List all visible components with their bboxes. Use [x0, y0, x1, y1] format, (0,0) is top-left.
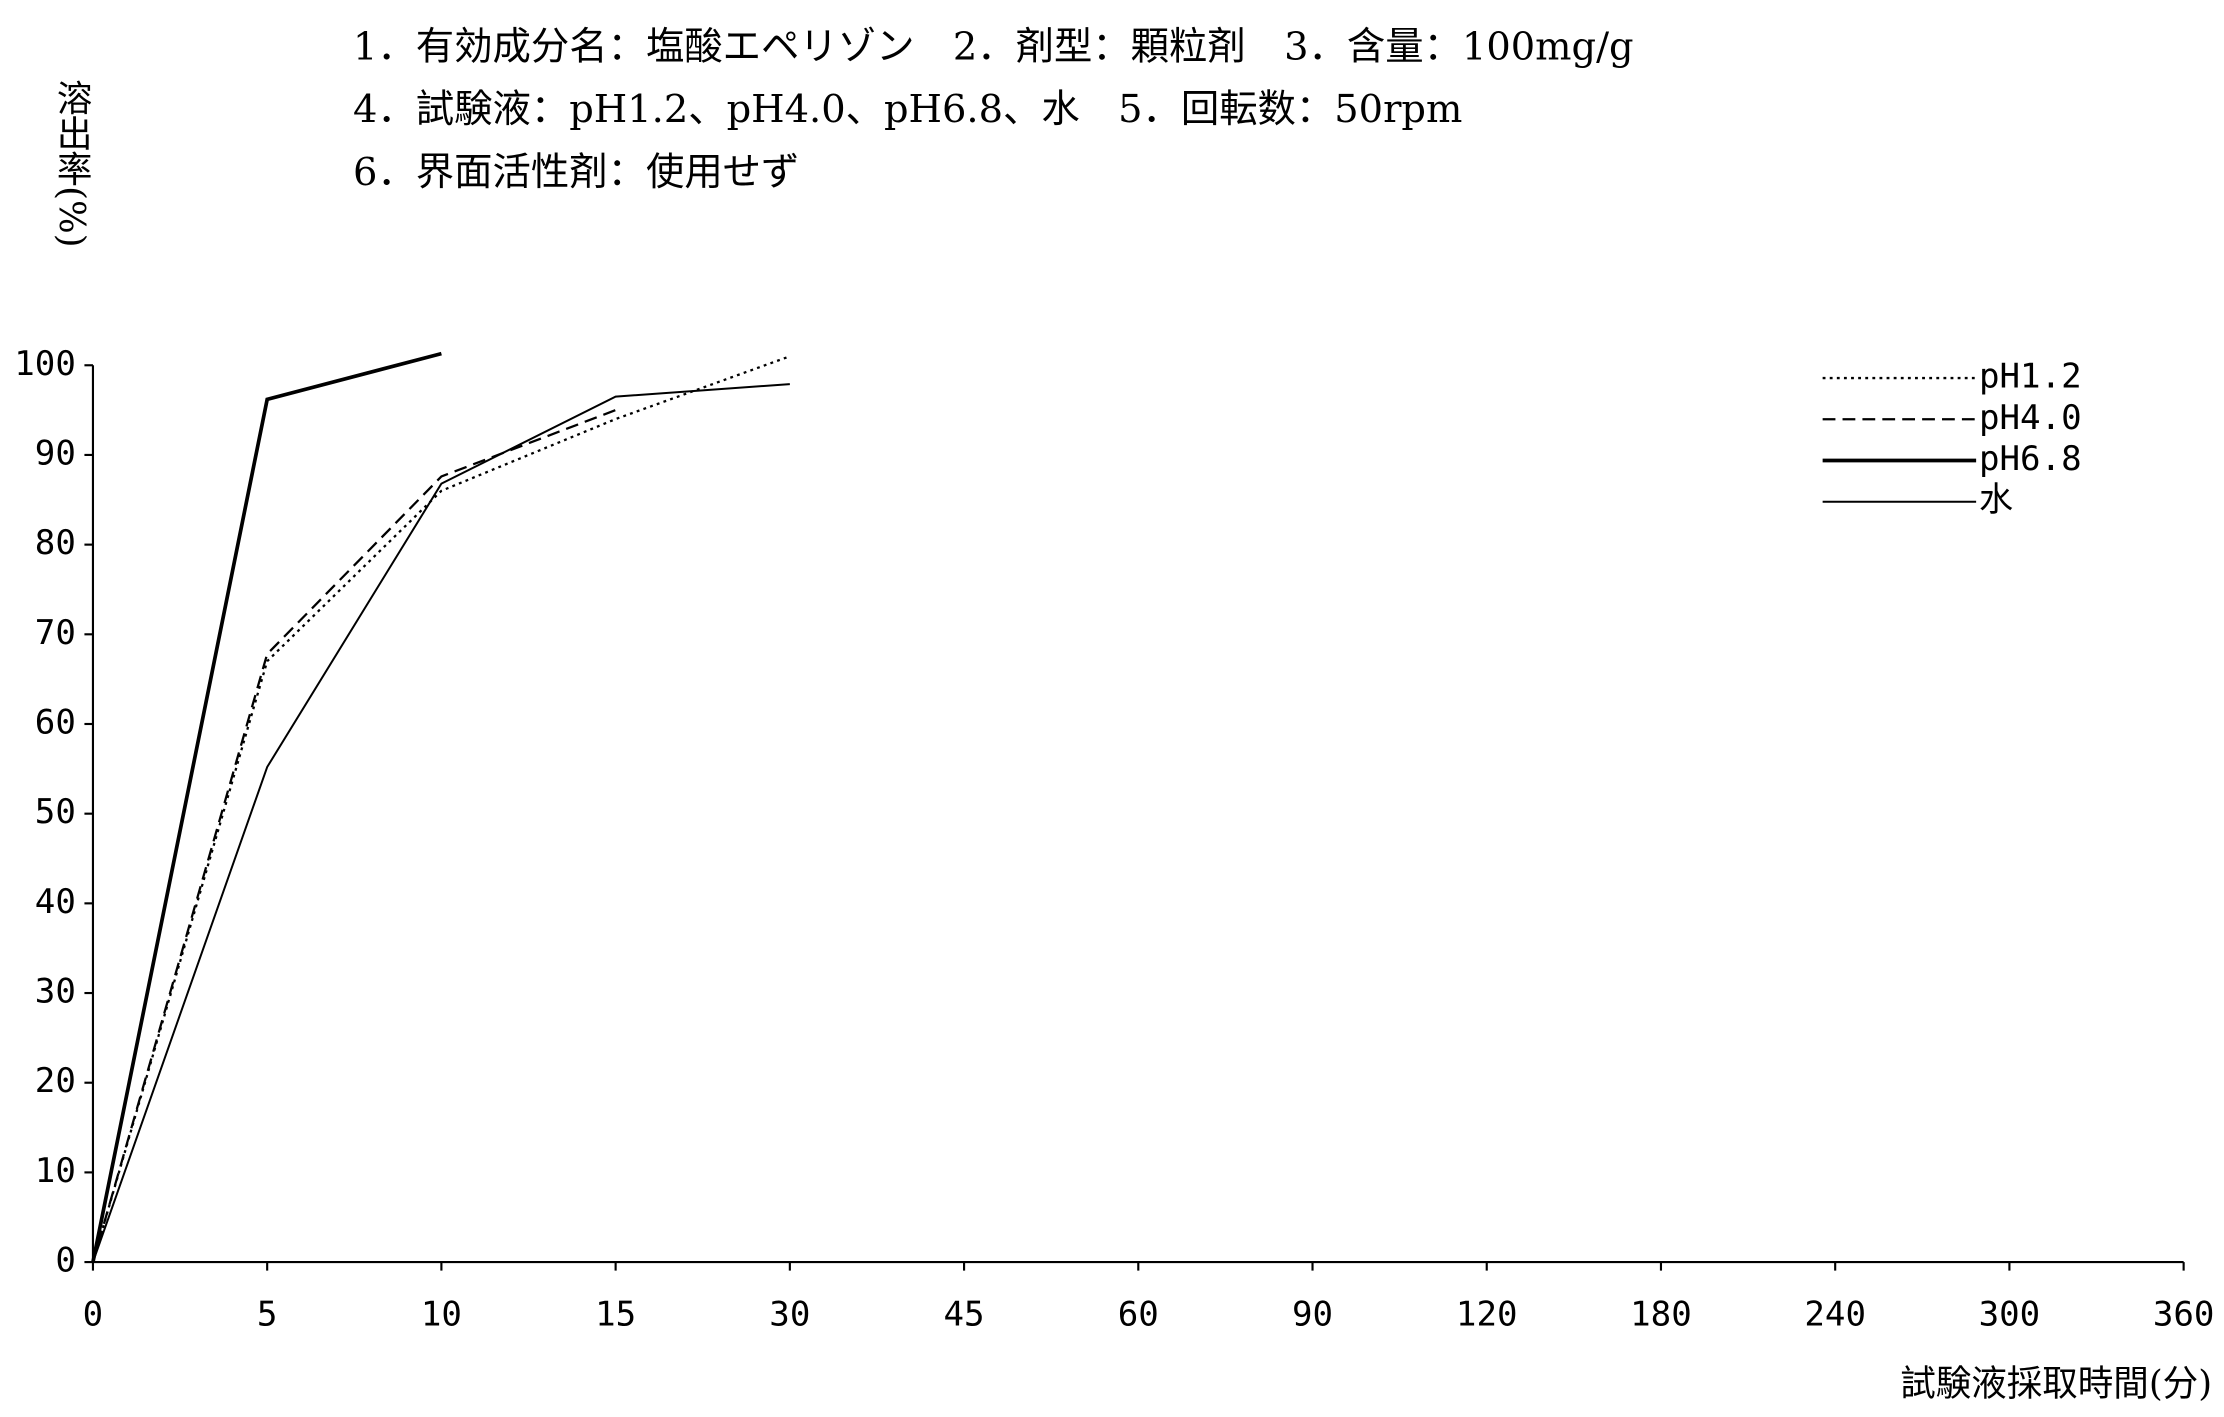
y-tick-label: 90 [35, 433, 76, 473]
y-tick-label: 60 [35, 702, 76, 742]
x-tick-label: 0 [83, 1295, 104, 1335]
y-tick-label: 70 [35, 613, 76, 653]
x-axis-label: 試験液採取時間(分) [1900, 1364, 2212, 1405]
x-tick-label: 30 [769, 1295, 810, 1335]
series-line [91, 409, 617, 1263]
x-tick-label: 240 [1804, 1295, 1866, 1335]
series-line [91, 351, 442, 1263]
legend-label: pH1.2 [1979, 357, 2082, 397]
x-tick-label: 120 [1456, 1295, 1518, 1335]
x-tick-label: 360 [2153, 1295, 2215, 1335]
y-tick-label: 100 [14, 344, 76, 384]
series-line [91, 355, 791, 1263]
x-tick-label: 45 [944, 1295, 985, 1335]
x-tick-label: 15 [595, 1295, 636, 1335]
header-line: 4．試験液：pH1.2、pH4.0、pH6.8、水 5．回転数：50rpm [353, 87, 1462, 132]
y-tick-label: 40 [35, 882, 76, 922]
legend-label: pH6.8 [1979, 439, 2082, 479]
legend-label: 水 [1979, 480, 2013, 520]
legend-label: pH4.0 [1979, 398, 2082, 438]
x-tick-label: 180 [1630, 1295, 1692, 1335]
x-tick-label: 5 [257, 1295, 278, 1335]
x-tick-label: 300 [1979, 1295, 2041, 1335]
header-line: 6．界面活性剤：使用せず [353, 150, 799, 195]
header-line: 1．有効成分名：塩酸エペリゾン 2．剤型：顆粒剤 3．含量：100mg/g [353, 25, 1634, 70]
x-tick-label: 10 [421, 1295, 462, 1335]
y-tick-label: 80 [35, 523, 76, 563]
series-line [92, 383, 790, 1263]
x-tick-label: 60 [1118, 1295, 1159, 1335]
x-tick-label: 90 [1292, 1295, 1333, 1335]
y-tick-label: 0 [55, 1241, 76, 1281]
y-tick-label: 20 [35, 1061, 76, 1101]
y-axis-label: 溶出率(%) [51, 80, 92, 248]
y-tick-label: 10 [35, 1151, 76, 1191]
y-tick-label: 50 [35, 792, 76, 832]
y-tick-label: 30 [35, 972, 76, 1012]
